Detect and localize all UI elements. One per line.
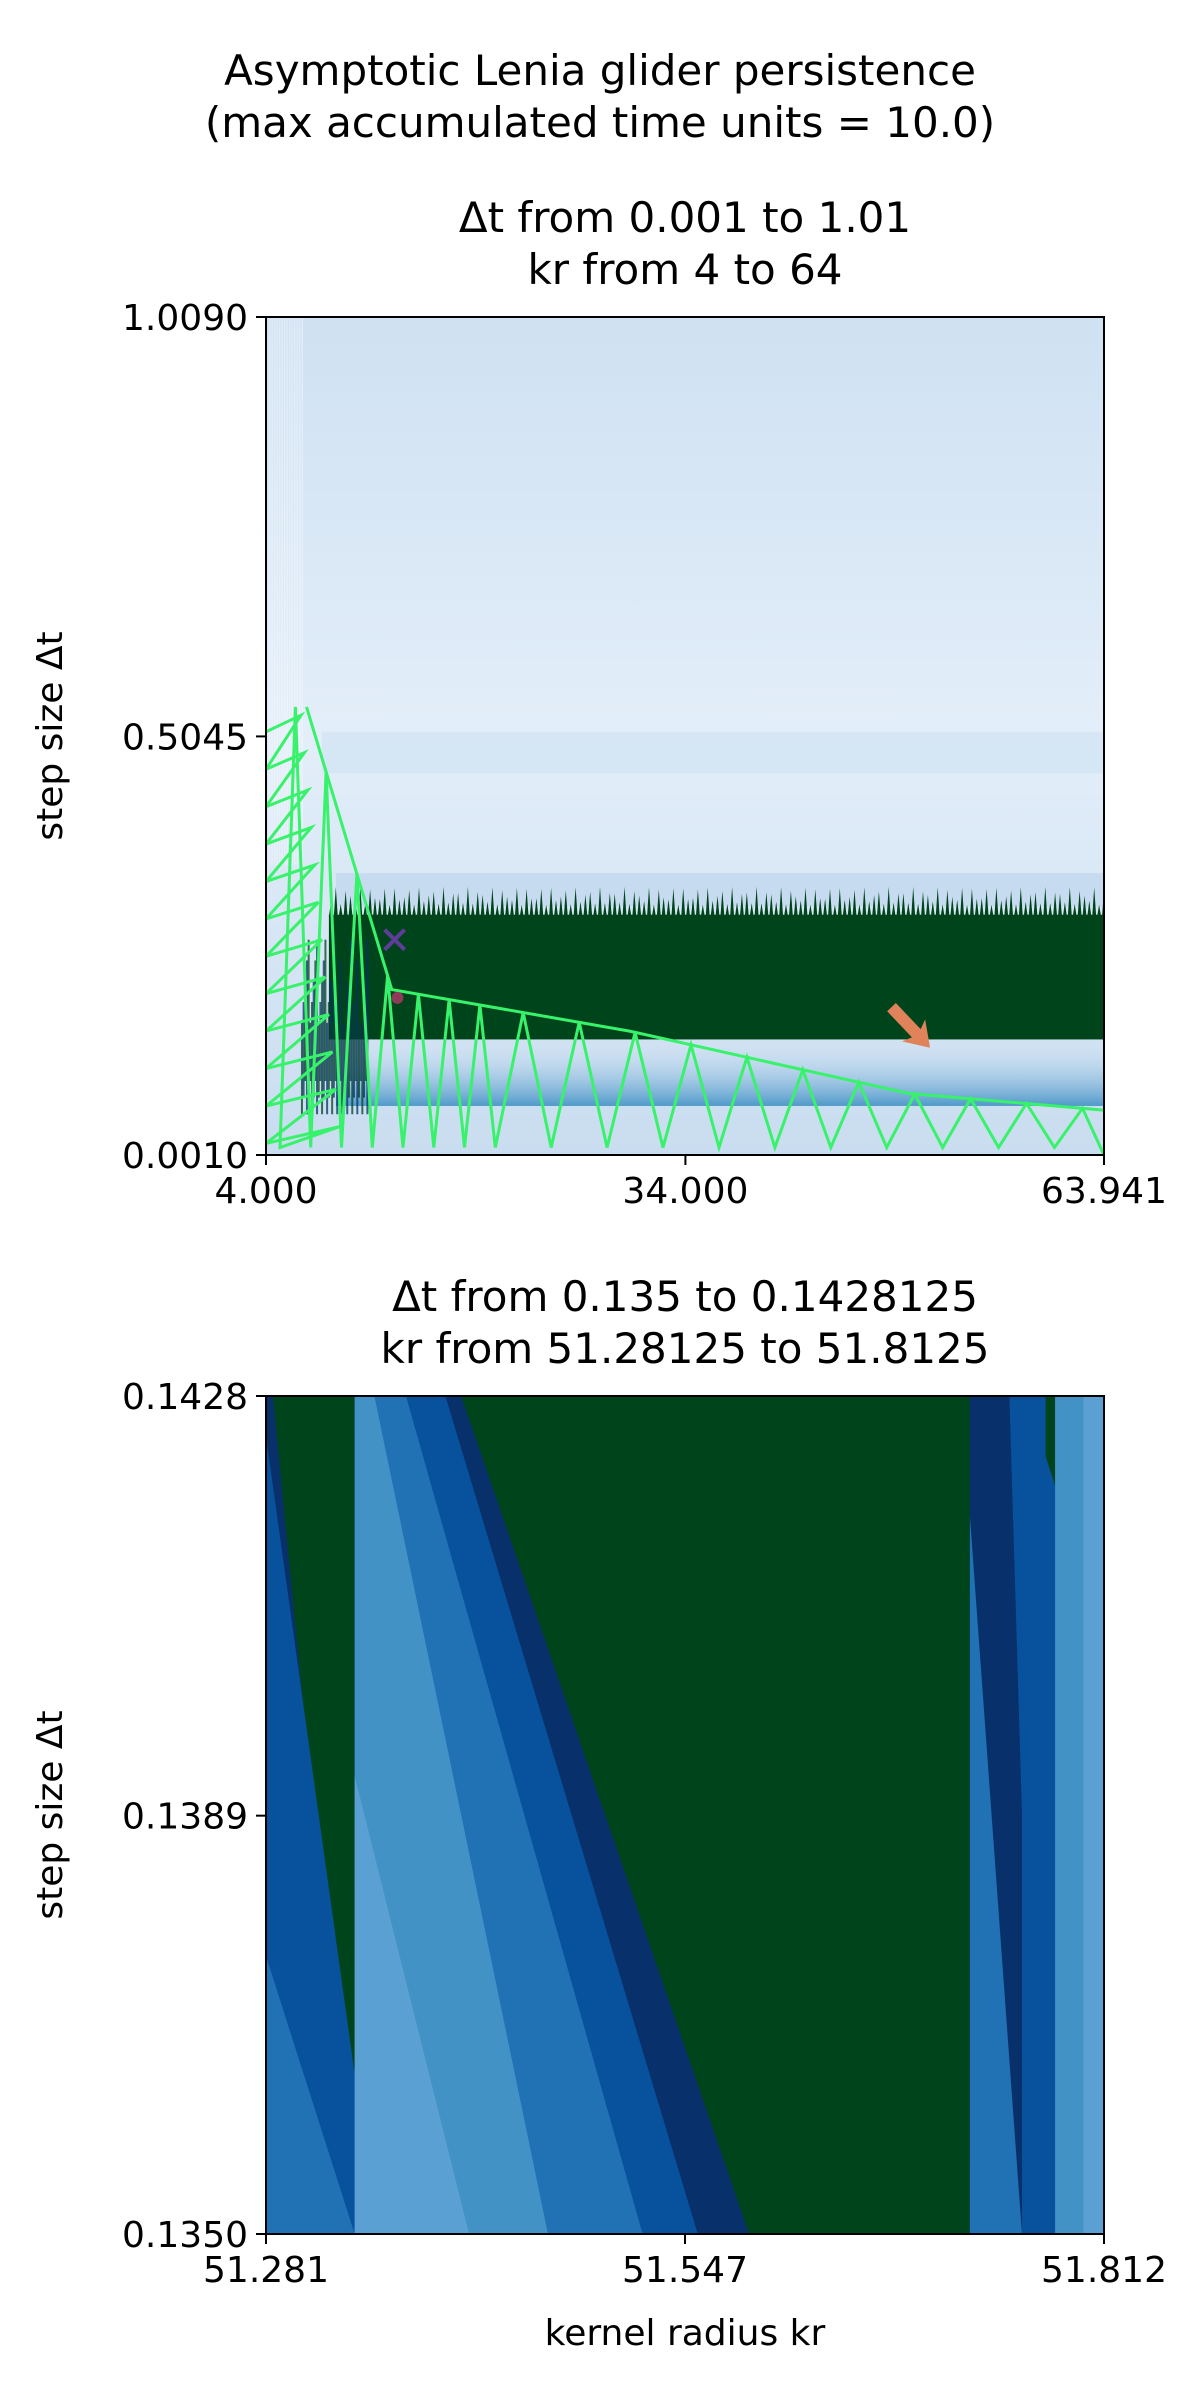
panel2-title-line-1: Δt from 0.135 to 0.1428125 [266, 1271, 1104, 1323]
panel1-left-stripe [271, 317, 273, 865]
panel1-low-kr-streak [341, 939, 344, 1115]
panel1-lower-edge [335, 1043, 1104, 1106]
panel1-low-kr-streak [300, 1022, 303, 1115]
panel1-low-kr-streak [332, 939, 335, 1098]
panel1-x-marker [383, 928, 407, 952]
panel2-x-tick-label: 51.547 [622, 2250, 748, 2291]
panel2-x-tick-label: 51.812 [1041, 2250, 1167, 2291]
panel1-low-kr-streak [302, 1002, 305, 1098]
panel1-low-kr-streak [337, 981, 340, 1098]
panel2-y-tick-label: 0.1428 [122, 1377, 248, 1418]
panel1-x-tick-label: 34.000 [622, 1171, 748, 1212]
panel1-left-stripe [291, 317, 293, 865]
panel1-low-kr-streak [329, 981, 332, 1082]
panel2-title-line-1-text: Δt from 0.135 to 0.1428125 [392, 1272, 978, 1321]
panel1-low-kr-streak [339, 960, 342, 1082]
panel2-x-axis-label: kernel radius kr [545, 2313, 826, 2354]
figure-title-line-2: (max accumulated time units = 10.0) [204, 98, 996, 147]
panel1-band-fringe [328, 886, 1104, 917]
panel1-low-kr-streak [344, 1002, 347, 1082]
panel2-y-tick-label: 0.1389 [122, 1797, 248, 1838]
panel2-y-axis-label: step size Δt [30, 1710, 71, 1919]
panel1-low-kr-streak [359, 1022, 362, 1082]
panel1-low-kr-streak [357, 939, 360, 1098]
panel1-left-stripe [268, 317, 271, 865]
panel1-overlay [266, 706, 1104, 1155]
panel1-upper-band [335, 873, 1104, 907]
panel1-search-zigzag [266, 706, 1104, 1155]
panel1-low-kr-streak [322, 960, 325, 1098]
figure-title-line-1: Asymptotic Lenia glider persistence [224, 46, 976, 95]
panel1-trace-line [305, 706, 1104, 1112]
panel1-light-band [321, 731, 1104, 774]
panel2-heatmap [266, 1396, 1104, 2234]
panel1-low-kr-streak [334, 1022, 337, 1082]
panel1-title-line-1: Δt from 0.001 to 1.01 [266, 192, 1104, 244]
panel1-low-kr-streak [342, 1022, 345, 1098]
panel1-axes: 4.000 34.000 63.941 0.0010 0.5045 1.0090 step … [30, 298, 1167, 1212]
panel2-title-line-2: kr from 51.28125 to 51.8125 [266, 1323, 1104, 1375]
panel2-y-tick-label: 0.1350 [122, 2215, 248, 2256]
panel1-low-kr-streak [351, 1022, 354, 1115]
panel1-low-kr-streak [326, 1022, 329, 1115]
panel2-title-line-2-text: kr from 51.28125 to 51.8125 [380, 1324, 990, 1373]
panel1-low-kr-streak [354, 981, 357, 1082]
panel1-left-stripe [288, 317, 291, 865]
panel1-title-line-2-text: kr from 4 to 64 [527, 245, 843, 294]
panel1-x-tick-label: 63.941 [1041, 1171, 1167, 1212]
panel1-low-kr-streak [363, 981, 366, 1098]
panel1-left-stripe [286, 317, 288, 865]
panel2-axes: 51.281 51.547 51.812 0.1350 0.1389 0.1428 step… [30, 1377, 1167, 2354]
panel2-x-tick-label: 51.281 [203, 2250, 329, 2291]
panel1-low-kr-streak [361, 1002, 364, 1115]
panel1-low-kr-streak [321, 981, 324, 1115]
panel1-left-stripe [301, 317, 304, 865]
panel1-title-line-1-text: Δt from 0.001 to 1.01 [458, 193, 912, 242]
panel1-left-stripe [278, 317, 281, 865]
panel1-arrow-shape [887, 1003, 931, 1048]
panel2-right-pale [1083, 1396, 1104, 2234]
panel1-low-kr-streak [317, 1022, 320, 1098]
panel1-low-kr-streak [366, 939, 369, 1115]
panel1-low-kr-streak [309, 1022, 312, 1082]
panel2-right-blue [969, 1516, 1022, 2234]
panel1-low-kr-streak [327, 1002, 330, 1098]
panel1-left-stripe [298, 317, 301, 865]
panel1-left-stripe [273, 317, 276, 865]
panel1-left-stripe [296, 317, 298, 865]
panel1-x-tick-label: 4.000 [214, 1171, 317, 1212]
panel1-low-kr-streak [356, 960, 359, 1115]
panel1-persistent-band [328, 914, 1104, 1040]
panel2-center-pale [354, 1776, 470, 2234]
panel1-bands [321, 731, 1104, 1106]
panel1-low-kr-streak [319, 1002, 322, 1082]
panel1-left-stripe [281, 317, 283, 865]
panel1-y-axis-label: step size Δt [30, 631, 71, 840]
panel1-arrow [887, 1003, 931, 1048]
panel2-right-green-sliver [1045, 1396, 1056, 1486]
panel1-title-line-2: kr from 4 to 64 [266, 244, 1104, 296]
panel1-y-tick-label: 0.5045 [122, 717, 248, 758]
panel2-left-light-wedge [266, 1956, 355, 2234]
panel1-left-stripe [283, 317, 286, 865]
panel1-y-tick-label: 1.0090 [122, 298, 248, 339]
panel1-heatmap [266, 317, 1104, 1155]
panel1-low-kr-streak [352, 1002, 355, 1098]
panel1-low-kr-streak [324, 939, 327, 1082]
panel1-y-tick-label: 0.0010 [122, 1136, 248, 1177]
panel1-left-stripe [276, 317, 278, 865]
panel1-low-kr-streak [331, 960, 334, 1115]
panel1-left-stripe [293, 317, 296, 865]
panel1-point-marker [391, 991, 404, 1004]
